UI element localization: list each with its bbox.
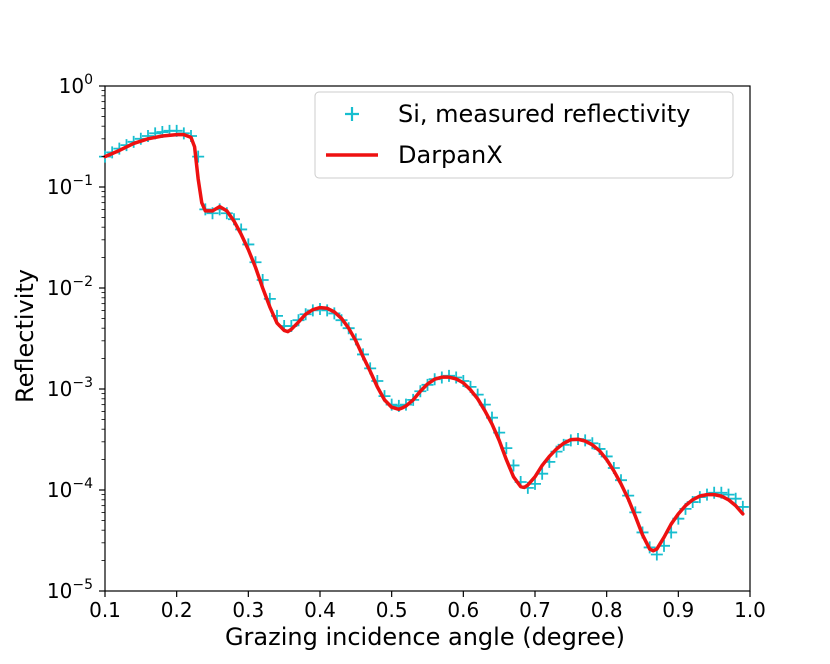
y-tick-label: 10−5 [47,577,93,603]
y-tick-label: 100 [59,72,93,98]
x-tick-label: 0.8 [591,598,623,622]
y-tick-label: 10−2 [47,274,93,300]
x-tick-label: 1.0 [734,598,766,622]
legend: Si, measured reflectivity DarpanX [314,91,734,179]
legend-label-measured: Si, measured reflectivity [398,100,690,128]
plot-frame [104,85,751,592]
x-tick-label: 0.3 [232,598,264,622]
legend-box [314,91,734,179]
series-darpanx-line [103,132,745,553]
y-axis: 10−5 10−4 10−3 10−2 10−1 100 [47,72,105,603]
x-tick-label: 0.6 [447,598,479,622]
legend-label-darpanx: DarpanX [398,141,503,169]
series-measured [99,124,749,561]
x-tick-label: 0.4 [304,598,336,622]
legend-plus-icon [345,107,359,121]
x-tick-label: 0.5 [376,598,408,622]
series-group [99,124,749,561]
y-tick-label: 10−3 [47,375,93,401]
y-axis-title: Reflectivity [11,269,39,403]
y-tick-label: 10−1 [47,173,93,199]
x-tick-label: 0.7 [519,598,551,622]
x-tick-label: 0.9 [662,598,694,622]
plot-area-border [104,85,751,592]
y-tick-label: 10−4 [47,476,93,502]
data-point-measured [729,492,742,505]
legend-marker-measured [345,107,359,121]
x-tick-label: 0.2 [161,598,193,622]
x-tick-label: 0.1 [89,598,121,622]
x-axis-title: Grazing incidence angle (degree) [225,623,625,651]
x-axis: 0.1 0.2 0.3 0.4 0.5 0.6 0.7 0.8 0.9 1.0 [89,591,766,622]
